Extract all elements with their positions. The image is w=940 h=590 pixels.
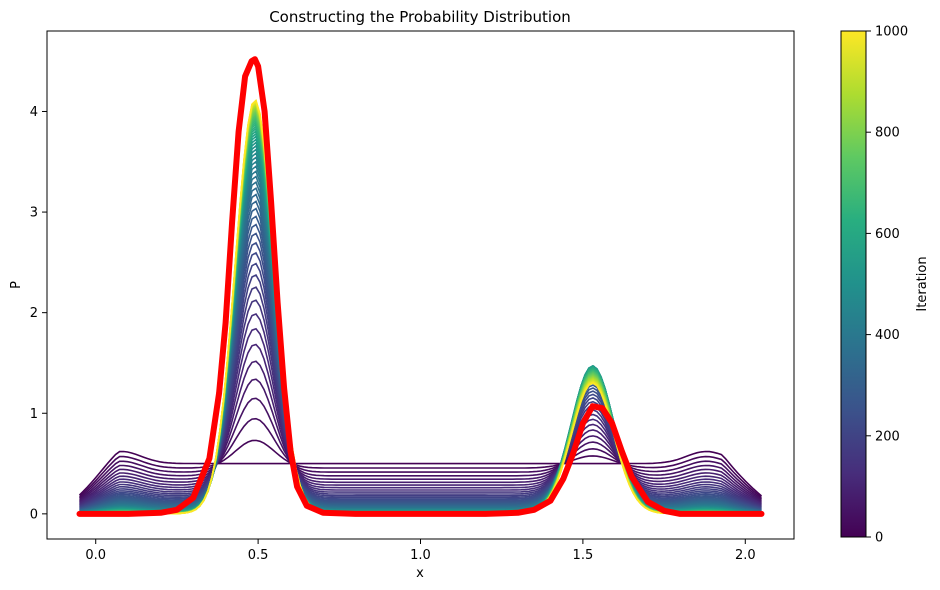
x-tick-label: 0.0 [85,548,106,563]
colorbar-ticks: 0 200 400 600 800 1000 [866,25,908,546]
chart-title: Constructing the Probability Distributio… [269,8,571,26]
x-tick-label: 1.5 [573,548,594,563]
x-tick-label: 0.5 [248,548,269,563]
colorbar-tick-label: 1000 [875,25,908,40]
iteration-curve [79,343,762,505]
final-distribution-line [76,56,765,517]
y-tick-label: 4 [30,105,38,120]
colorbar-tick-label: 0 [875,531,883,546]
iteration-curve [78,439,762,499]
iteration-curve [79,313,762,507]
colorbar-tick-label: 800 [875,126,900,141]
x-axis-ticks: 0.0 0.5 1.0 1.5 2.0 [85,539,756,563]
iteration-curve [79,327,762,506]
colorbar-tick-label: 200 [875,429,900,444]
colorbar-tick-label: 600 [875,227,900,242]
final-distribution-group [76,56,765,517]
iteration-curve [79,397,762,502]
y-tick-label: 3 [30,206,38,221]
iteration-curve [78,417,762,500]
y-axis-label: P [9,281,24,289]
y-tick-label: 1 [30,407,38,422]
x-axis-label: x [416,566,424,581]
y-tick-label: 0 [30,507,38,522]
colorbar [840,30,867,538]
y-axis-ticks: 0 1 2 3 4 [30,105,47,522]
x-tick-label: 1.0 [410,548,431,563]
iteration-curve [79,360,762,504]
colorbar-tick-label: 400 [875,328,900,343]
iteration-curve [79,378,762,503]
y-tick-label: 2 [30,306,38,321]
x-tick-label: 2.0 [735,548,756,563]
colorbar-label: Iteration [915,256,930,311]
iteration-curve [78,450,763,497]
